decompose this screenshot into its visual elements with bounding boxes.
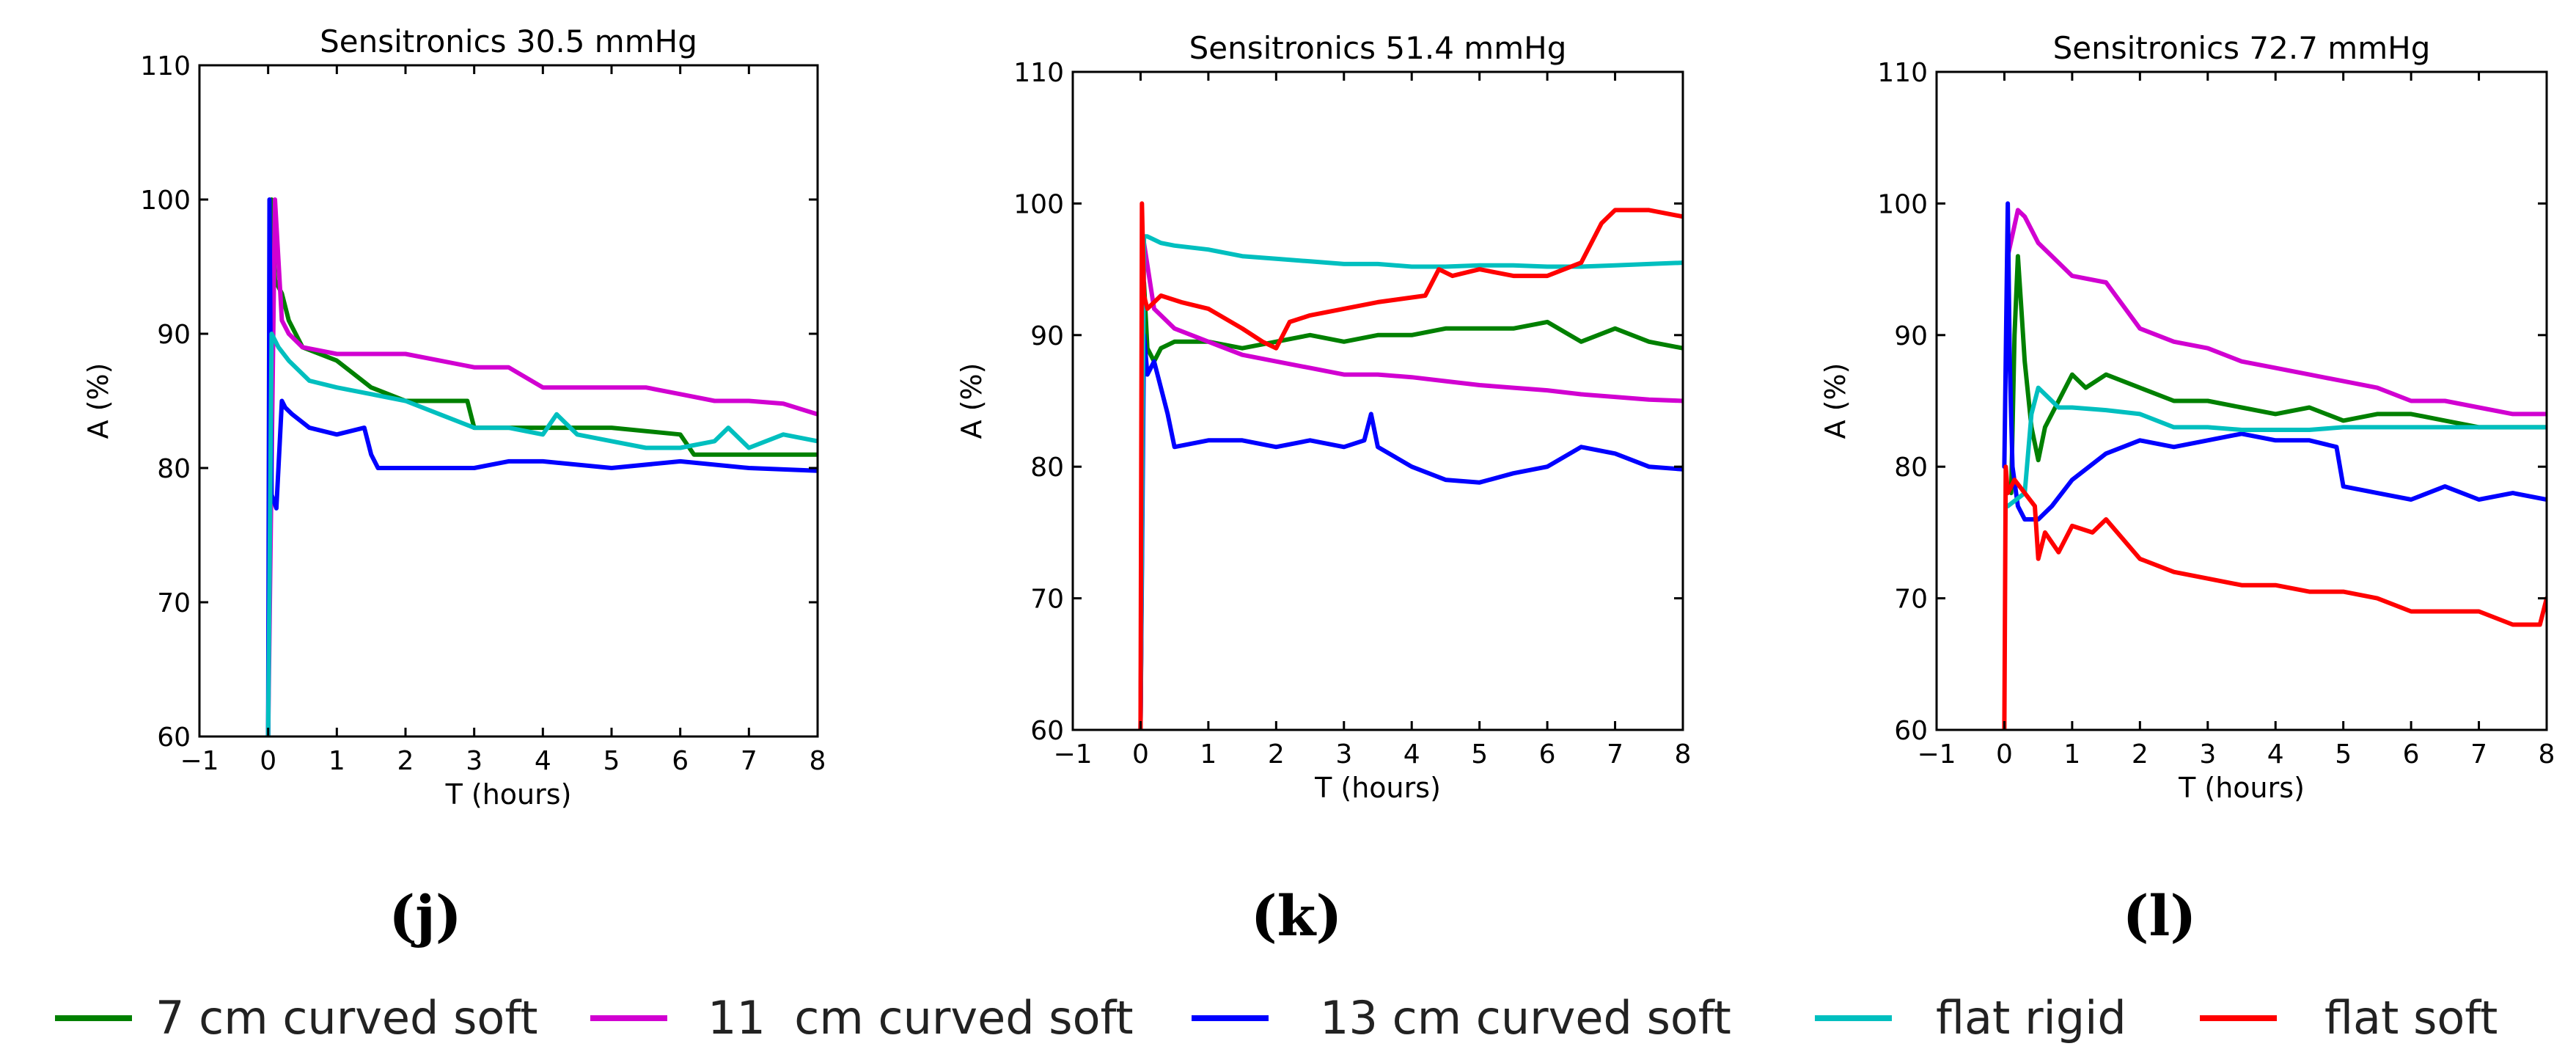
x-tick-label: 7 [1607,739,1623,770]
series-line-7-cm-curved-soft [2008,254,2547,496]
series-line-11-cm-curved-soft [265,197,818,736]
y-axis-label: A (%) [1819,363,1852,439]
chart-panel-3: −1 0 1 2 3 4 5 6 7 8 60 70 80 90 100 110 Sensitronics 72… [1819,30,2555,948]
y-tick-label: 70 [1894,585,1928,615]
legend-label: 13 cm curved soft [1320,991,1731,1045]
series-group [2002,201,2547,730]
y-tick-label: 100 [1877,189,1928,219]
legend-label: flat soft [2324,991,2498,1045]
x-axis-label: T (hours) [1314,772,1441,804]
plot-frame [1071,70,1684,731]
series-line-flat-soft [2002,464,2547,730]
series-line-11-cm-curved-soft [1138,241,1683,730]
legend-item-7-cm-curved-soft: 7 cm curved soft [55,991,537,1045]
legend-item-11-cm-curved-soft: 11 cm curved soft [590,991,1134,1045]
y-tick-label: 100 [1013,189,1064,219]
x-tick-label: 5 [1471,739,1488,770]
x-tick-label: 7 [2470,739,2487,770]
series-line-11-cm-curved-soft [2006,208,2547,417]
series-line-flat-rigid [2006,385,2547,508]
y-axis-label: A (%) [82,363,114,439]
chart-title: Sensitronics 51.4 mmHg [1189,30,1567,66]
legend-item-13-cm-curved-soft: 13 cm curved soft [1192,991,1731,1045]
x-tick-label: 1 [2063,739,2080,770]
x-tick-label: 4 [1403,739,1420,770]
x-tick-label: 5 [2335,739,2352,770]
x-tick-label: 3 [466,746,482,776]
x-axis-label: T (hours) [2178,772,2305,804]
plot-frame [198,64,819,738]
y-tick-label: 80 [1894,453,1928,483]
y-tick-label: 80 [157,454,191,484]
y-tick-label: 100 [140,186,191,216]
x-tick-label: 3 [1335,739,1352,770]
x-tick-label: −1 [1917,739,1956,770]
x-tick-label: 2 [397,746,414,776]
x-tick-label: 7 [741,746,757,776]
y-axis-label: A (%) [955,363,988,439]
legend-label: 7 cm curved soft [155,991,537,1045]
y-tick-label: 70 [1030,585,1064,615]
y-tick-label: 60 [1030,716,1064,746]
series-line-13-cm-curved-soft [265,197,818,736]
x-tick-label: 4 [535,746,551,776]
x-tick-label: 0 [1996,739,2013,770]
x-tick-label: 0 [1132,739,1149,770]
y-tick-label: 110 [140,51,191,81]
chart-title: Sensitronics 72.7 mmHg [2053,30,2431,66]
y-tick-label: 60 [1894,716,1928,746]
chart-title: Sensitronics 30.5 mmHg [320,23,697,59]
x-tick-label: −1 [1053,739,1092,770]
panel-label: (j) [389,883,461,948]
series-line-flat-rigid [1138,234,1683,730]
x-tick-label: 8 [2539,739,2555,770]
y-tick-label: 60 [157,723,191,753]
series-line-flat-rigid [265,332,818,736]
legend-label: flat rigid [1936,991,2127,1045]
x-tick-label: 6 [2403,739,2420,770]
legend-label: 11 cm curved soft [708,991,1134,1045]
y-tick-label: 90 [1894,321,1928,351]
chart-panel-1: −1 0 1 2 3 4 5 6 7 8 60 70 80 90 100 110 Sensitronics 30… [82,23,826,948]
legend-item-flat-rigid: flat rigid [1815,991,2127,1045]
chart-panel-2: −1 0 1 2 3 4 5 6 7 8 60 70 80 90 100 110 Sensitronics 51… [955,30,1691,948]
x-tick-label: 8 [1675,739,1692,770]
series-group [1138,201,1683,730]
x-tick-label: 2 [1268,739,1285,770]
x-tick-label: 3 [2199,739,2216,770]
x-tick-label: 4 [2267,739,2284,770]
x-tick-label: 6 [1539,739,1556,770]
x-tick-label: 2 [2132,739,2148,770]
panel-label: (k) [1251,883,1343,948]
series-line-flat-soft [1138,201,1683,730]
x-tick-label: 1 [329,746,345,776]
x-tick-label: 1 [1200,739,1217,770]
y-tick-label: 90 [1030,321,1064,351]
y-tick-label: 110 [1013,58,1064,88]
x-tick-label: 5 [603,746,620,776]
y-tick-label: 110 [1877,58,1928,88]
series-line-13-cm-curved-soft [2002,201,2547,522]
y-tick-label: 80 [1030,453,1064,483]
series-group [265,197,818,736]
x-tick-label: 0 [260,746,276,776]
x-tick-label: 8 [810,746,826,776]
legend-item-flat-soft: flat soft [2200,991,2498,1045]
panel-label: (l) [2123,883,2197,948]
x-tick-label: 6 [672,746,689,776]
plot-frame [1935,70,2548,731]
legend: 7 cm curved soft 11 cm curved soft 13 cm c… [55,991,2498,1045]
y-tick-label: 90 [157,320,191,350]
x-tick-label: −1 [180,746,219,776]
series-line-13-cm-curved-soft [1138,332,1683,730]
y-tick-label: 70 [157,588,191,618]
x-axis-label: T (hours) [445,778,572,811]
series-line-7-cm-curved-soft [1138,280,1683,730]
